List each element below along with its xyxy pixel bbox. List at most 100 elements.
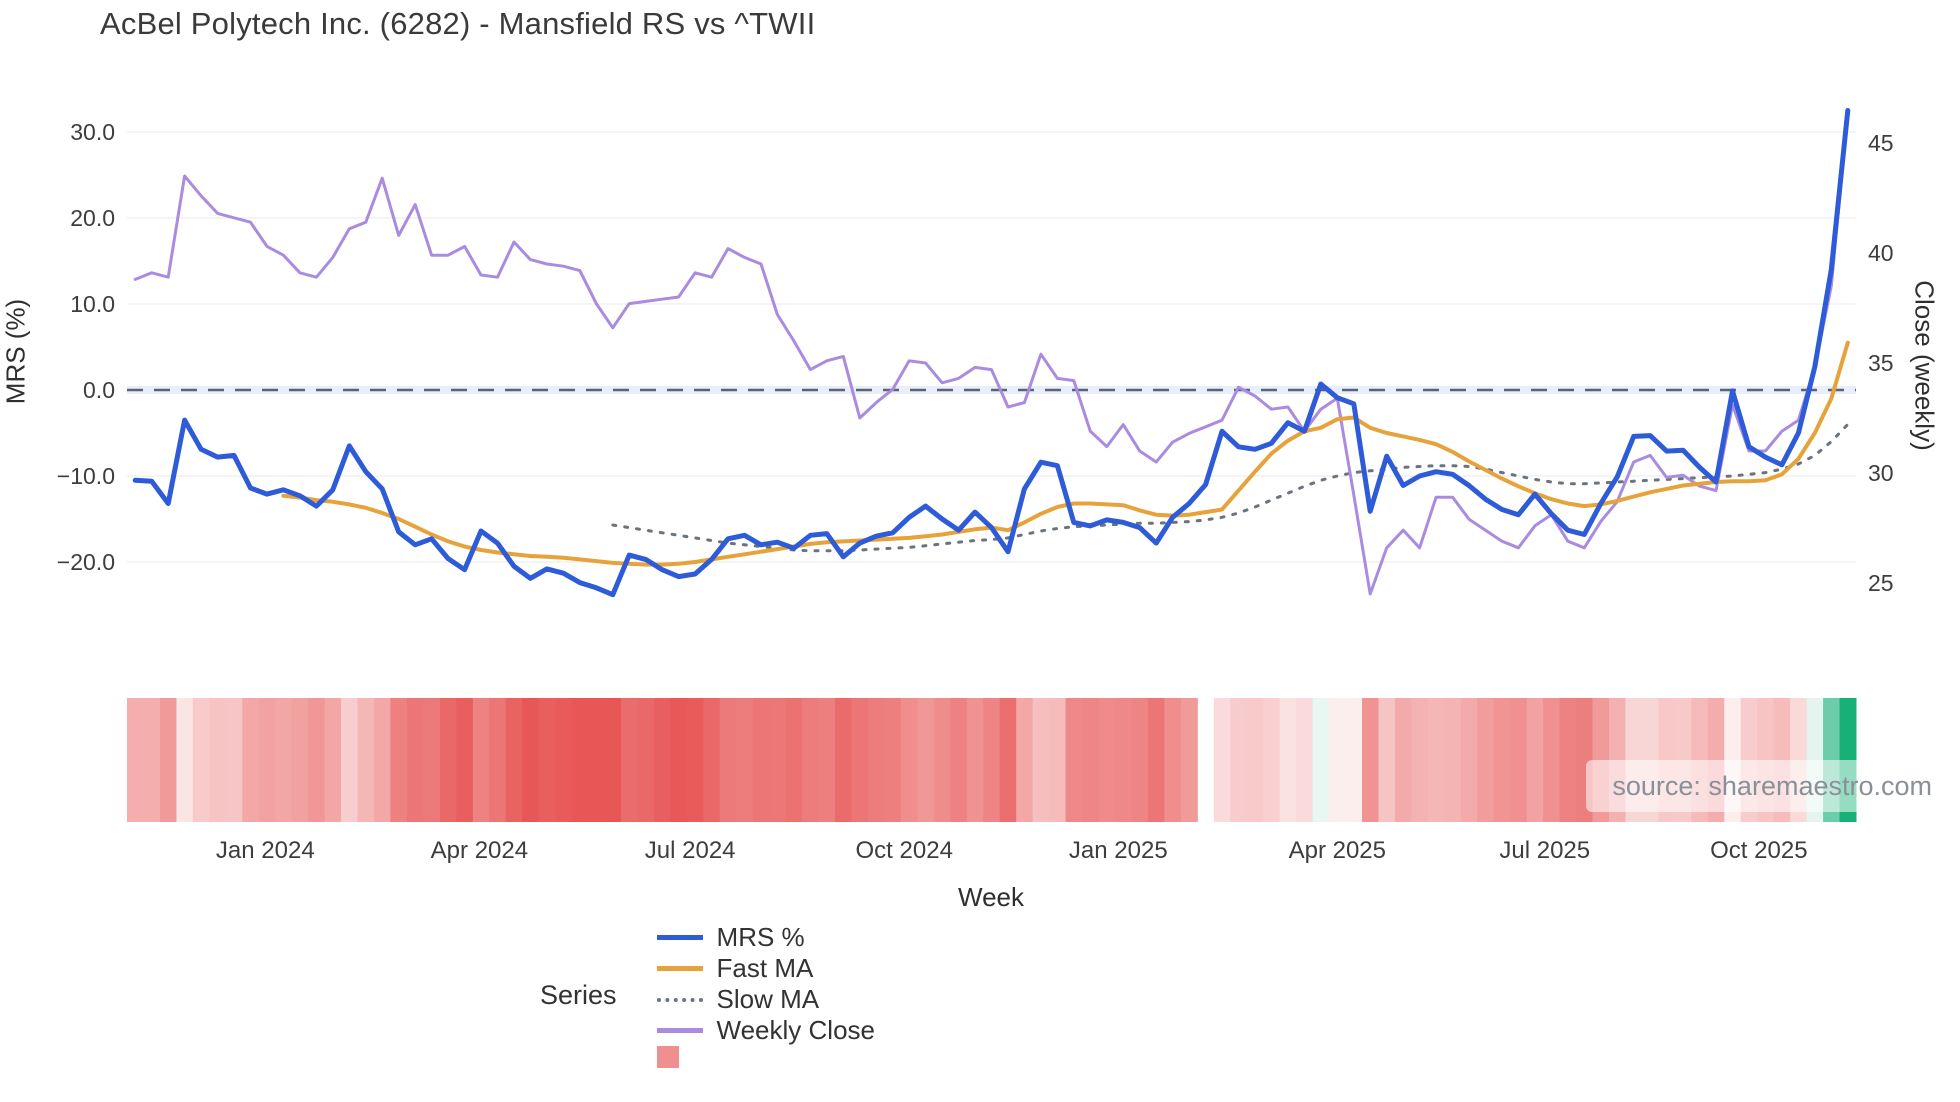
heatmap-cell (999, 698, 1017, 822)
heatmap-cell (324, 698, 342, 822)
legend-item-label: Weekly Close (716, 1015, 875, 1045)
heatmap-cell (835, 698, 853, 822)
legend-line-swatch-icon (656, 1028, 703, 1033)
heatmap-cell (555, 698, 573, 822)
series-line-fast-ma (281, 340, 1850, 567)
heatmap-cell (1213, 698, 1231, 822)
heatmap-cell (308, 698, 326, 822)
y-right-tick-label: 40 (1868, 240, 1894, 266)
heatmap-cell (341, 698, 359, 822)
heatmap-cell (1016, 698, 1034, 822)
heatmap-cell (439, 698, 457, 822)
heatmap-cell (868, 698, 885, 822)
x-tick-label: Jan 2025 (1069, 837, 1168, 864)
x-tick-label: Apr 2024 (431, 837, 528, 864)
heatmap-cell (1510, 698, 1528, 822)
heatmap-cell (1543, 698, 1561, 822)
heatmap-cell (1460, 698, 1478, 822)
heatmap-cell (1131, 698, 1149, 822)
x-tick-label: Jul 2025 (1499, 837, 1590, 864)
legend-item-label: MRS % (716, 922, 805, 952)
heatmap-cell (225, 698, 243, 822)
x-tick-label: Apr 2025 (1289, 837, 1386, 864)
heatmap-cell (736, 698, 754, 822)
y-right-tick-label: 45 (1868, 130, 1894, 156)
heatmap-cell (209, 698, 227, 822)
heatmap-cell (159, 698, 177, 822)
heatmap-cell (1147, 698, 1165, 822)
heatmap-cell (1477, 698, 1495, 822)
heatmap-cell (900, 698, 918, 822)
heatmap-cell (1098, 698, 1116, 822)
y-right-tick-label: 25 (1868, 570, 1894, 596)
heatmap-cell (802, 698, 820, 822)
legend-item-weekly-close[interactable]: Weekly Close (656, 1015, 875, 1046)
heatmap-cell (637, 698, 655, 822)
legend-items: MRS % Fast MA Slow MA Weekly Close (656, 922, 927, 1068)
heatmap-cell (1279, 698, 1297, 822)
y-right-tick-label: 30 (1868, 460, 1894, 486)
legend-item-slow-ma[interactable]: Slow MA (656, 984, 875, 1015)
x-tick-label: Jul 2024 (645, 837, 736, 864)
series-line-mrs- (132, 108, 1851, 598)
x-tick-label: Oct 2024 (856, 837, 953, 864)
y-left-tick-label: 10.0 (70, 291, 115, 317)
heatmap-cell (1263, 698, 1281, 822)
heatmap-cell (1164, 698, 1182, 822)
heatmap-cell (983, 698, 1001, 822)
heatmap-cell (917, 698, 935, 822)
y-left-tick-label: −20.0 (57, 549, 115, 575)
heatmap-cell (1312, 698, 1330, 822)
legend-item-label: Slow MA (716, 984, 820, 1014)
legend-item-fast-ma[interactable]: Fast MA (656, 953, 875, 984)
legend-item-mrs-[interactable]: MRS % (656, 922, 875, 953)
heatmap-cell (1329, 698, 1347, 822)
heatmap-cell (1296, 698, 1314, 822)
heatmap-cell (1082, 698, 1100, 822)
legend-line-swatch-icon (656, 966, 703, 971)
heatmap-cell (1362, 698, 1379, 822)
heatmap-cell (670, 698, 688, 822)
heatmap-cell (1049, 698, 1067, 822)
heatmap-cell (538, 698, 556, 822)
heatmap-cell (505, 698, 523, 822)
heatmap-cell (884, 698, 902, 822)
heatmap-cell (390, 698, 408, 822)
heatmap-cell (1493, 698, 1511, 822)
heatmap-cell (752, 698, 770, 822)
heatmap-cell (406, 698, 424, 822)
heatmap-cell (1526, 698, 1544, 822)
heatmap-cell (423, 698, 441, 822)
x-tick-label: Jan 2024 (216, 837, 315, 864)
heatmap-cell (1444, 698, 1462, 822)
heatmap-cell (489, 698, 507, 822)
heatmap-cell (966, 698, 984, 822)
heatmap-cell (1378, 698, 1396, 822)
heatmap-cell (571, 698, 589, 822)
heatmap-cell (933, 698, 951, 822)
y-left-tick-label: −10.0 (57, 463, 115, 489)
heatmap-cell (1427, 698, 1445, 822)
heatmap-cell (621, 698, 638, 822)
heatmap-cell (703, 698, 721, 822)
x-tick-label: Oct 2025 (1710, 837, 1807, 864)
heatmap-cell (522, 698, 540, 822)
heatmap-cell (653, 698, 671, 822)
legend-line-swatch-icon (656, 997, 703, 1002)
legend-item-heatmap-swatch[interactable] (656, 1046, 875, 1068)
heatmap-cell (192, 698, 210, 822)
heatmap-cell (818, 698, 836, 822)
heatmap-cell (785, 698, 803, 822)
heatmap-cell (357, 698, 375, 822)
heatmap-cell (1394, 698, 1412, 822)
heatmap-cell (143, 698, 161, 822)
heatmap-cell (291, 698, 309, 822)
chart-legend: Series MRS % Fast MA Slow MA Weekly Close (540, 922, 927, 1068)
heatmap-cell (1345, 698, 1363, 822)
heatmap-cell (604, 698, 622, 822)
y-left-tick-label: 0.0 (83, 377, 115, 403)
source-watermark: source: sharemaestro.com (1586, 760, 1942, 812)
heatmap-legend-swatch-icon (656, 1046, 679, 1068)
heatmap-cell (1065, 698, 1083, 822)
